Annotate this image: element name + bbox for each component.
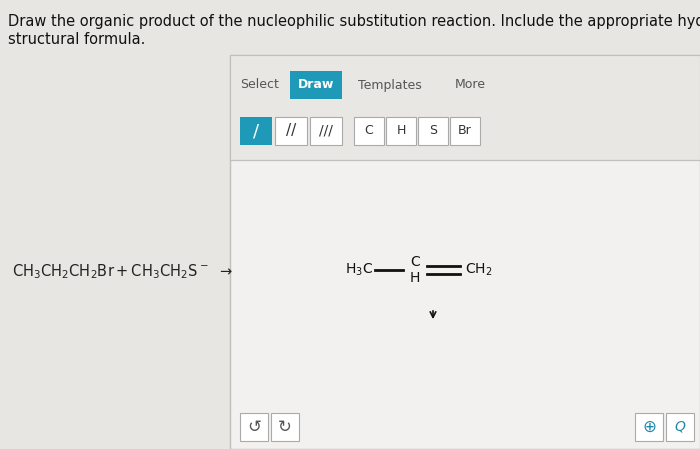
Text: H$_3$C: H$_3$C [345,262,373,278]
Text: Draw the organic product of the nucleophilic substitution reaction. Include the : Draw the organic product of the nucleoph… [8,14,700,29]
Text: C: C [410,255,420,269]
Bar [635,413,663,441]
Bar [230,55,700,160]
Text: Q: Q [675,420,685,434]
Bar [310,117,342,145]
Text: ↺: ↺ [247,418,261,436]
Bar [290,71,342,99]
Bar [240,413,268,441]
Text: Br: Br [458,124,472,137]
Text: /: / [253,122,259,140]
Bar [666,413,694,441]
Text: S: S [429,124,437,137]
Bar [275,117,307,145]
Text: More: More [454,79,486,92]
Text: $\mathregular{CH_3CH_2CH_2Br + CH_3CH_2S^-}$  →: $\mathregular{CH_3CH_2CH_2Br + CH_3CH_2S… [12,263,233,282]
Text: H: H [396,124,406,137]
Text: Templates: Templates [358,79,422,92]
Bar [386,117,416,145]
Text: H: H [410,271,420,285]
Text: ///: /// [319,124,333,138]
Text: Select: Select [241,79,279,92]
Bar [230,55,700,449]
Text: structural formula.: structural formula. [8,32,146,47]
Text: //: // [286,123,296,138]
Text: Draw: Draw [298,79,334,92]
Text: C: C [365,124,373,137]
Bar [418,117,448,145]
Text: ⊕: ⊕ [642,418,656,436]
Bar [450,117,480,145]
Bar [271,413,299,441]
Bar [240,117,272,145]
Bar [354,117,384,145]
Text: CH$_2$: CH$_2$ [465,262,493,278]
Text: ↻: ↻ [278,418,292,436]
